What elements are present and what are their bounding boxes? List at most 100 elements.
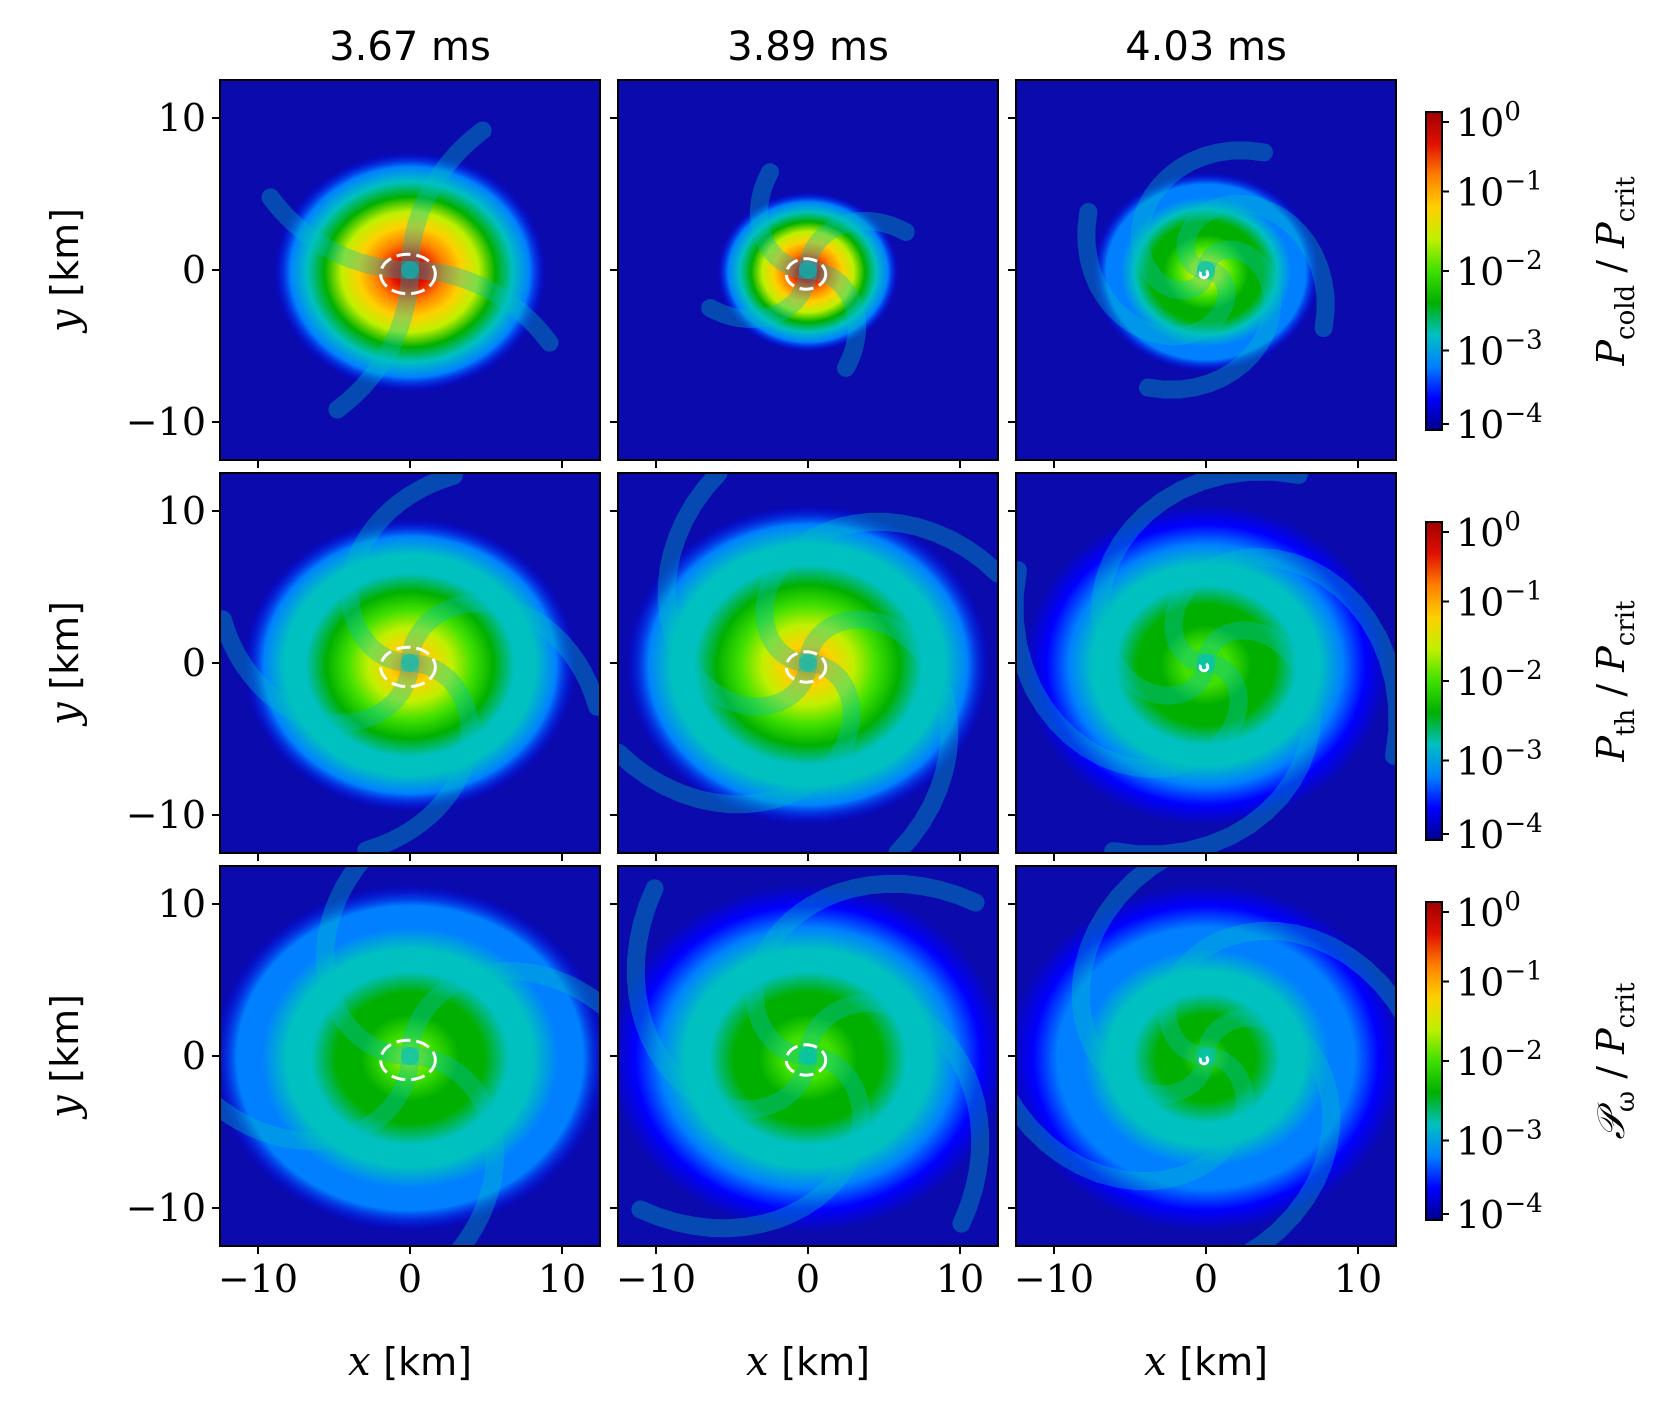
contour-line <box>1198 268 1210 280</box>
colorbar-tick-label: 10−2 <box>1456 656 1543 704</box>
x-axis-label: x [km] <box>746 1339 870 1385</box>
contour-line <box>379 252 437 296</box>
spiral-arm <box>1104 621 1322 853</box>
y-tick-label: −10 <box>126 400 206 444</box>
panel-r2-c2: −10 0 10 <box>1008 865 1397 1301</box>
spiral-arm <box>1158 921 1396 1065</box>
spiral-arm <box>1130 141 1273 300</box>
field-blob <box>716 191 900 353</box>
contour-line <box>379 645 437 689</box>
y-tick-label: −10 <box>126 1186 206 1230</box>
field-blob <box>625 504 991 826</box>
x-tick-label: 10 <box>538 1257 586 1301</box>
contour-line <box>784 650 828 684</box>
y-tick-label: 10 <box>158 882 206 926</box>
colorbar-gradient <box>1425 111 1443 431</box>
spiral-arm <box>401 961 600 1065</box>
x-tick-label: −10 <box>218 1257 298 1301</box>
x-tick-label: −10 <box>1014 1257 1094 1301</box>
contour-line <box>784 257 828 291</box>
colorbar-tick-label: 10−3 <box>1456 1116 1543 1164</box>
spiral-arm <box>799 993 990 1233</box>
panel-r0-c0: −10 0 10 <box>126 79 601 468</box>
y-tick-label: 10 <box>158 489 206 533</box>
spiral-arm <box>1176 194 1335 337</box>
x-tick-label: 0 <box>796 1257 820 1301</box>
spiral-arm <box>1164 547 1396 765</box>
panel-grid: −10 0 10 −10 0 10 −10 0 10 −10 0 10 −10 0 10 −10 0 10 <box>126 79 1397 1301</box>
x-axis-label: x [km] <box>1144 1339 1268 1385</box>
colorbar-tick-label: 10−3 <box>1456 736 1543 784</box>
panel-r1-c0: −10 0 10 <box>126 472 601 861</box>
spiral-arm <box>750 163 817 279</box>
spiral-arm <box>1016 561 1248 779</box>
spiral-arm <box>220 610 419 732</box>
contour-line <box>379 1038 437 1082</box>
colorbar-tick-label: 10−4 <box>1456 399 1543 447</box>
colorbar-tick-label: 10−3 <box>1456 326 1543 374</box>
contour-line <box>784 1043 828 1077</box>
colorbars: 100 10−1 10−2 10−3 10−4 Pcold / Pcrit 100 10−1 1… <box>1425 97 1641 1237</box>
y-axis-label: y [km] <box>42 994 88 1120</box>
spiral-arm <box>401 121 492 279</box>
colorbar-tick-label: 100 <box>1456 97 1521 145</box>
field-blob <box>273 151 547 393</box>
spiral-arm <box>357 654 479 853</box>
colorbar-tick-label: 10−2 <box>1456 246 1543 294</box>
colorbar-label: Pth / Pcrit <box>1589 600 1641 763</box>
x-tick-label: −10 <box>616 1257 696 1301</box>
field-blob <box>618 884 998 1232</box>
spiral-arm <box>261 188 419 279</box>
spiral-arm <box>1016 1047 1254 1191</box>
panel-r2-c0: −10 0 10 −10 0 10 <box>126 865 601 1301</box>
colorbar-tick-label: 100 <box>1456 507 1521 555</box>
column-title: 3.67 ms <box>329 24 491 70</box>
spiral-arm <box>1139 240 1282 399</box>
field-blob <box>220 884 600 1232</box>
x-axis-label: x [km] <box>348 1339 472 1385</box>
y-axis-label: y [km] <box>42 208 88 334</box>
spiral-arm <box>799 212 915 279</box>
spiral-arm <box>1090 473 1308 705</box>
field-blob <box>242 517 578 813</box>
spiral-arm <box>657 473 817 716</box>
spiral-arm <box>220 1047 419 1151</box>
y-axis-label: y [km] <box>42 601 88 727</box>
y-tick-label: 10 <box>158 96 206 140</box>
panel-r0-c2 <box>1008 79 1397 468</box>
column-title: 4.03 ms <box>1125 24 1287 70</box>
contour-line <box>1198 1054 1210 1066</box>
contour-line <box>1198 661 1210 673</box>
spiral-arm <box>755 512 998 672</box>
spiral-arm <box>799 610 959 853</box>
spiral-arm <box>631 1047 871 1238</box>
colorbar-tick-label: 10−1 <box>1456 577 1543 625</box>
x-tick-label: 10 <box>1334 1257 1382 1301</box>
y-tick-label: 0 <box>182 1034 206 1078</box>
colorbar-tick-label: 100 <box>1456 887 1521 935</box>
colorbar-gradient <box>1425 521 1443 841</box>
spiral-arm <box>401 1047 505 1246</box>
panel-r0-c1 <box>610 79 999 468</box>
colorbar-tick-label: 10−2 <box>1456 1036 1543 1084</box>
axis-labels: y [km] y [km] y [km] x [km] x [km] x [km] <box>42 208 1268 1385</box>
y-tick-label: −10 <box>126 793 206 837</box>
colorbar-label: Pcold / Pcrit <box>1589 176 1641 367</box>
spiral-arm <box>401 594 600 716</box>
column-titles: 3.67 ms 3.89 ms 4.03 ms <box>329 24 1287 70</box>
y-tick-label: 0 <box>182 248 206 292</box>
panel-r2-c1: −10 0 10 <box>610 865 999 1301</box>
x-tick-label: 0 <box>398 1257 422 1301</box>
spiral-arm <box>618 654 861 814</box>
panel-r1-c2 <box>1008 472 1397 861</box>
colorbar-label: 𝒫ω / Pcrit <box>1589 982 1641 1139</box>
spiral-arm <box>1077 203 1236 346</box>
colorbar-tick-label: 10−1 <box>1456 957 1543 1005</box>
panel-r1-c1 <box>610 472 999 861</box>
y-tick-label: 0 <box>182 641 206 685</box>
colorbar-1: 100 10−1 10−2 10−3 10−4 Pth / Pcrit <box>1425 507 1641 857</box>
colorbar-2: 100 10−1 10−2 10−3 10−4 𝒫ω / Pcrit <box>1425 887 1641 1237</box>
colorbar-gradient <box>1425 901 1443 1221</box>
spiral-arm <box>328 261 419 419</box>
